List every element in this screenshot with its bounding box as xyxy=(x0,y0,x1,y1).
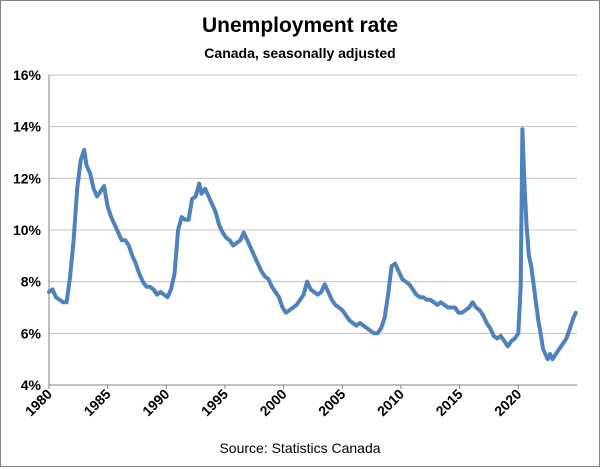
chart-subtitle: Canada, seasonally adjusted xyxy=(204,45,396,61)
chart-source: Source: Statistics Canada xyxy=(219,440,381,456)
y-tick-label: 12% xyxy=(13,170,42,186)
y-tick-label: 14% xyxy=(13,119,42,135)
y-tick-labels: 4% 6% 8% 10% 12% 14% 16% xyxy=(13,67,42,393)
x-tick-labels: 1980 1985 1990 1995 2000 2005 2010 2015 2020 xyxy=(22,386,525,419)
x-tick-label: 1985 xyxy=(80,386,113,419)
x-tick-label: 1990 xyxy=(139,386,172,419)
y-tick-label: 4% xyxy=(21,377,42,393)
x-tick-label: 2000 xyxy=(256,386,289,419)
data-series xyxy=(47,127,578,362)
x-tick-label: 2015 xyxy=(432,386,465,419)
y-tick-label: 6% xyxy=(21,325,42,341)
y-tick-label: 10% xyxy=(13,222,42,238)
y-tick-label: 8% xyxy=(21,274,42,290)
x-tick-label: 2020 xyxy=(491,386,524,419)
x-tick-label: 1995 xyxy=(198,386,231,419)
x-tick-label: 2010 xyxy=(374,386,407,419)
y-tick-label: 16% xyxy=(13,67,42,83)
chart-title: Unemployment rate xyxy=(201,14,399,37)
x-tick-label: 2005 xyxy=(315,386,348,419)
gridlines xyxy=(48,74,577,389)
series-line-unemployment-rate xyxy=(47,127,578,362)
